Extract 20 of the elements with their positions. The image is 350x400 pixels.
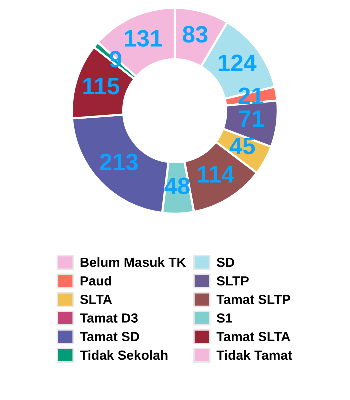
legend-label: Tamat D3 bbox=[80, 314, 138, 323]
legend-label: SD bbox=[217, 258, 234, 268]
legend-label: Paud bbox=[80, 276, 112, 286]
legend-label: Belum Masuk TK bbox=[80, 258, 186, 268]
legend-label: Tamat SD bbox=[80, 332, 140, 342]
data-label: 124 bbox=[218, 54, 257, 72]
data-label: 45 bbox=[230, 138, 256, 155]
data-label: 115 bbox=[84, 78, 120, 95]
data-label: 213 bbox=[100, 154, 138, 171]
legend-label: SLTA bbox=[80, 295, 112, 304]
legend-label: Tamat SLTA bbox=[216, 332, 290, 342]
data-label: 71 bbox=[239, 110, 264, 128]
legend-label: S1 bbox=[217, 314, 232, 323]
legend-label: Tamat SLTP bbox=[216, 295, 290, 304]
legend-label: SLTP bbox=[217, 276, 249, 286]
legend-label: Tidak Tamat bbox=[216, 350, 292, 360]
legend-label: Tidak Sekolah bbox=[80, 350, 168, 360]
data-label: 114 bbox=[198, 166, 235, 183]
data-label: 83 bbox=[183, 26, 208, 43]
data-label: 131 bbox=[125, 30, 162, 47]
